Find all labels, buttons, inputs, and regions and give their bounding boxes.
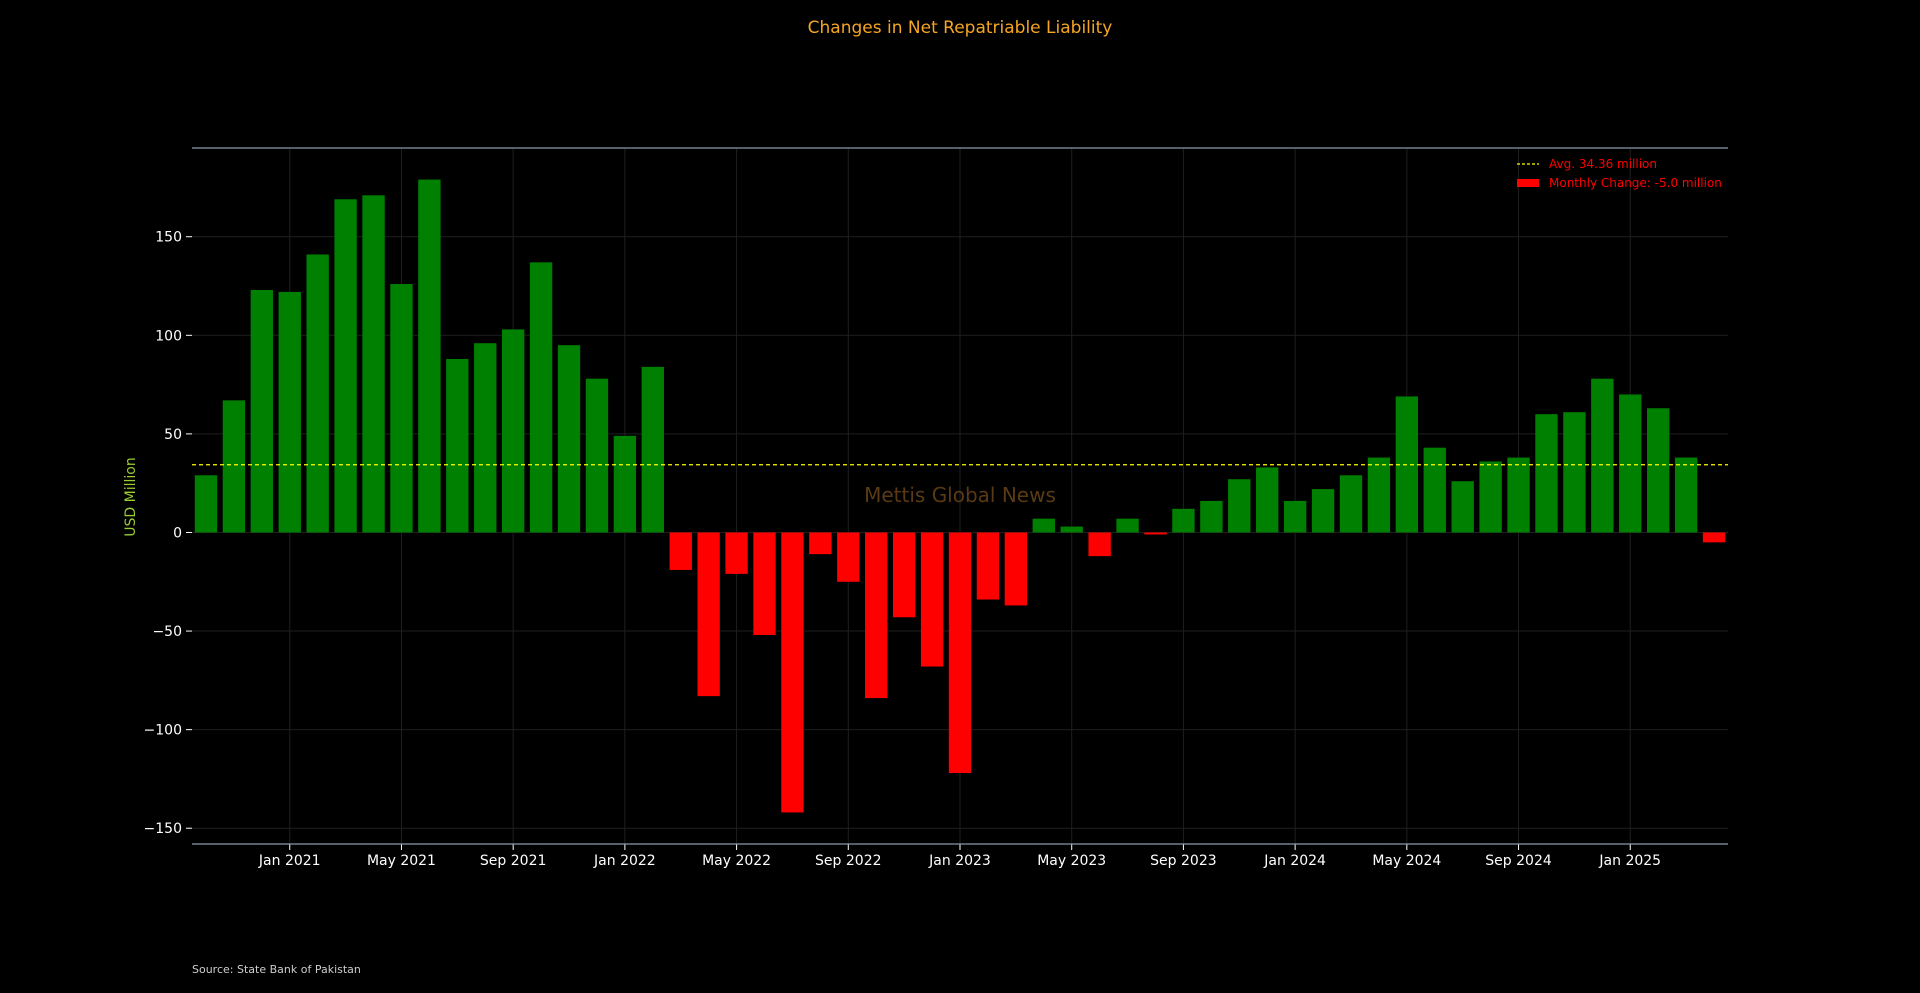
bar — [613, 435, 637, 533]
legend-bar-swatch — [1517, 179, 1539, 187]
y-tick-label: 50 — [164, 427, 182, 443]
bar — [250, 289, 273, 533]
bar — [501, 329, 525, 533]
x-tick-label: Jan 2021 — [258, 853, 321, 869]
y-tick-label: 100 — [155, 328, 182, 344]
bar — [948, 532, 972, 774]
bar — [1088, 532, 1111, 557]
x-tick-label: May 2022 — [702, 853, 771, 869]
bar — [1479, 461, 1502, 533]
x-tick-label: Jan 2023 — [928, 853, 991, 869]
bar — [418, 179, 441, 533]
bar — [1367, 457, 1391, 533]
bar — [1311, 489, 1335, 533]
bar — [1451, 481, 1474, 533]
bar — [194, 475, 218, 533]
bar — [306, 254, 329, 533]
y-tick-label: −150 — [144, 821, 182, 837]
x-tick-label: May 2023 — [1037, 853, 1106, 869]
bar — [669, 532, 692, 570]
bar — [474, 343, 497, 533]
bar — [557, 345, 581, 533]
x-tick-label: Sep 2024 — [1485, 853, 1552, 869]
y-tick-label: 150 — [155, 230, 182, 246]
x-tick-label: Sep 2022 — [815, 853, 881, 869]
bar — [1172, 508, 1195, 533]
bar — [641, 366, 664, 533]
bar — [222, 400, 246, 533]
x-tick-label: Sep 2021 — [480, 853, 546, 869]
legend-avg-label: Avg. 34.36 million — [1549, 157, 1657, 171]
bar — [865, 532, 888, 699]
bar — [697, 532, 720, 697]
bar — [1647, 408, 1670, 533]
legend-bar-label: Monthly Change: -5.0 million — [1549, 176, 1722, 190]
x-tick-label: May 2024 — [1372, 853, 1441, 869]
axes: −150 −100 −50 0 50 100 150 Jan 2021 May 2021 Sep … — [144, 147, 1728, 869]
x-tick-label: Sep 2023 — [1150, 853, 1216, 869]
bar — [1591, 378, 1614, 533]
bar — [1200, 500, 1223, 533]
bar — [892, 532, 916, 618]
bar — [1535, 414, 1558, 533]
bar — [809, 532, 832, 555]
x-tick-label: Jan 2024 — [1263, 853, 1326, 869]
bar — [334, 199, 357, 533]
bar — [1144, 532, 1167, 535]
bar — [1256, 467, 1279, 533]
bar — [1702, 532, 1726, 543]
bar — [1423, 447, 1446, 533]
bar — [1060, 526, 1083, 533]
x-tick-label: Jan 2022 — [593, 853, 656, 869]
source-note: Source: State Bank of Pakistan — [192, 963, 361, 976]
bar — [837, 532, 860, 582]
bar — [1283, 500, 1307, 533]
x-tick-label: Jan 2025 — [1598, 853, 1661, 869]
bar — [976, 532, 1000, 600]
bar — [753, 532, 776, 636]
chart-title: Changes in Net Repatriable Liability — [808, 18, 1113, 38]
legend: Avg. 34.36 million Monthly Change: -5.0 m… — [1517, 157, 1722, 190]
bar — [1507, 457, 1530, 533]
bar — [585, 378, 609, 533]
bar — [278, 291, 301, 533]
bar — [529, 262, 553, 533]
y-tick-label: 0 — [173, 525, 182, 541]
bar — [1032, 518, 1055, 533]
bar — [920, 532, 944, 667]
bar — [390, 284, 413, 533]
y-axis-label: USD Million — [123, 457, 139, 536]
bar — [781, 532, 804, 813]
watermark: Mettis Global News — [864, 483, 1056, 507]
bar — [1004, 532, 1028, 606]
y-tick-label: −50 — [152, 624, 182, 640]
y-tick-label: −100 — [144, 723, 182, 739]
bar — [362, 195, 385, 533]
bar — [446, 358, 469, 533]
bar — [1228, 479, 1251, 533]
x-tick-label: May 2021 — [367, 853, 436, 869]
bar — [1339, 475, 1363, 533]
bars — [194, 179, 1726, 813]
bar — [1116, 518, 1139, 533]
bar — [1563, 412, 1586, 533]
bar — [1674, 457, 1698, 533]
bar — [725, 532, 748, 574]
bar — [1619, 394, 1642, 533]
